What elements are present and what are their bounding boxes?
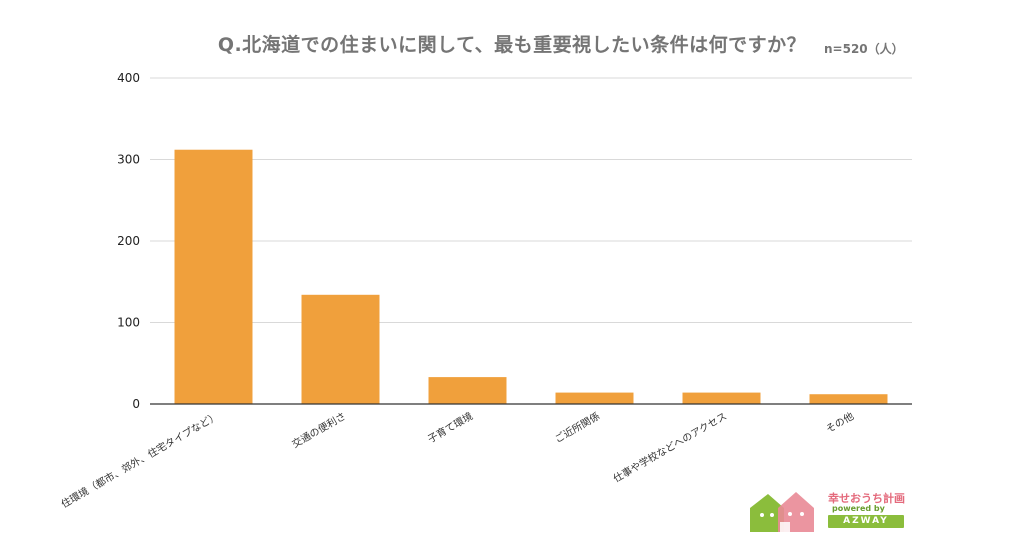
chart-title: Q.北海道での住まいに関して、最も重要視したい条件は何ですか？ bbox=[217, 34, 807, 56]
bar-1 bbox=[174, 149, 253, 404]
y-tick-label: 400 bbox=[117, 71, 140, 85]
logo-name: 幸せおうち計画 bbox=[828, 492, 905, 505]
bar-5 bbox=[682, 392, 761, 404]
y-tick-label: 300 bbox=[117, 153, 140, 167]
x-tick-label: 住環境（都市、郊外、住宅タイプなど） bbox=[59, 409, 221, 510]
x-tick-label: 子育て環境 bbox=[425, 409, 475, 445]
brand-logo: 幸せおうち計画 powered by AZWAY bbox=[744, 488, 940, 536]
logo-powered-by: powered by bbox=[832, 504, 885, 513]
y-tick-label: 200 bbox=[117, 234, 140, 248]
title-container: Q.北海道での住まいに関して、最も重要視したい条件は何ですか？ bbox=[0, 30, 1024, 57]
bar-3 bbox=[428, 377, 507, 404]
y-tick-label: 0 bbox=[132, 397, 140, 411]
x-tick-label: ご近所関係 bbox=[552, 409, 602, 445]
x-tick-label: 仕事や学校などへのアクセス bbox=[611, 409, 729, 485]
bar-4 bbox=[555, 392, 634, 404]
house-logo-icon bbox=[750, 492, 814, 532]
x-tick-label: 交通の便利さ bbox=[290, 409, 348, 450]
bar-2 bbox=[301, 294, 380, 404]
x-tick-label: その他 bbox=[824, 409, 856, 435]
logo-brand-badge: AZWAY bbox=[828, 515, 904, 528]
bar-6 bbox=[809, 394, 888, 404]
y-tick-label: 100 bbox=[117, 316, 140, 330]
sample-size-note: n=520（人） bbox=[824, 42, 904, 56]
